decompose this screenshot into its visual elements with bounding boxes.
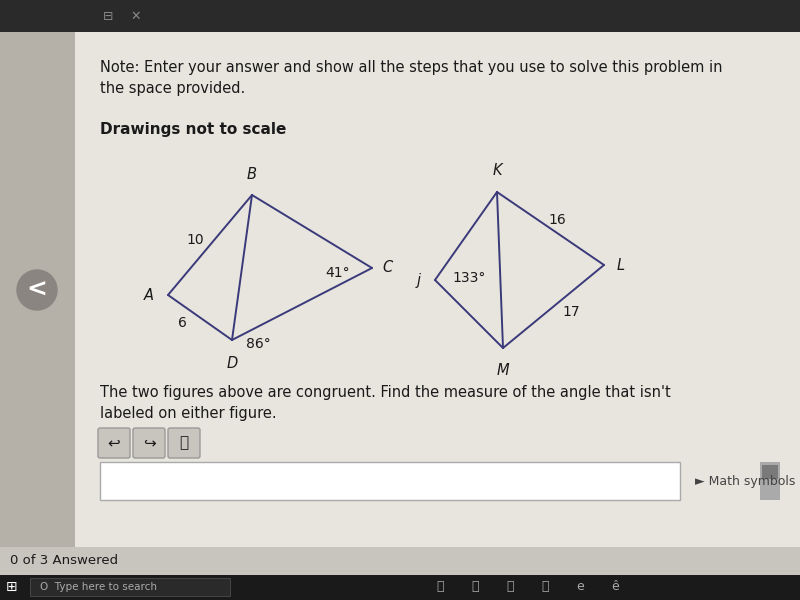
Bar <box>0 575 800 600</box>
Text: 16: 16 <box>548 213 566 227</box>
Text: ► Math symbols: ► Math symbols <box>695 475 795 487</box>
Text: ↩: ↩ <box>108 436 120 451</box>
Text: 🗑: 🗑 <box>179 436 189 451</box>
Text: K: K <box>492 163 502 178</box>
Text: ⊞: ⊞ <box>6 580 18 594</box>
Text: ✕: ✕ <box>130 10 142 22</box>
Text: 0 of 3 Answered: 0 of 3 Answered <box>10 554 118 568</box>
Text: ê: ê <box>611 581 619 593</box>
Text: L: L <box>617 257 625 272</box>
Text: A: A <box>144 287 154 302</box>
Text: ↪: ↪ <box>142 436 155 451</box>
Bar <box>100 462 680 500</box>
Text: Drawings not to scale: Drawings not to scale <box>100 122 286 137</box>
Text: B: B <box>247 167 257 182</box>
Text: j: j <box>417 272 421 287</box>
Bar <box>760 462 780 500</box>
FancyBboxPatch shape <box>98 428 130 458</box>
Text: 🗂: 🗂 <box>506 581 514 593</box>
Text: 6: 6 <box>178 316 186 330</box>
Text: 🌐: 🌐 <box>542 581 549 593</box>
Text: <: < <box>26 278 47 302</box>
Text: ⬜: ⬜ <box>471 581 478 593</box>
Bar <box>0 547 800 575</box>
Text: C: C <box>382 260 392 275</box>
Bar <box>0 32 75 547</box>
Bar <box>30 578 230 596</box>
Circle shape <box>17 270 57 310</box>
Text: 41°: 41° <box>326 266 350 280</box>
Text: 🎤: 🎤 <box>436 581 444 593</box>
FancyBboxPatch shape <box>133 428 165 458</box>
Text: The two figures above are congruent. Find the measure of the angle that isn't
la: The two figures above are congruent. Fin… <box>100 385 670 421</box>
Text: 86°: 86° <box>246 337 270 351</box>
Text: D: D <box>226 356 238 371</box>
Bar <box>0 0 800 32</box>
Text: ⊟: ⊟ <box>102 10 114 22</box>
Text: M: M <box>497 363 510 378</box>
Text: 10: 10 <box>186 233 204 247</box>
Text: e: e <box>576 581 584 593</box>
Bar <box>762 465 778 479</box>
Bar <box>75 32 800 547</box>
Text: Note: Enter your answer and show all the steps that you use to solve this proble: Note: Enter your answer and show all the… <box>100 60 722 96</box>
FancyBboxPatch shape <box>168 428 200 458</box>
Text: 133°: 133° <box>452 271 486 285</box>
Text: 17: 17 <box>562 305 580 319</box>
Text: O  Type here to search: O Type here to search <box>40 582 157 592</box>
